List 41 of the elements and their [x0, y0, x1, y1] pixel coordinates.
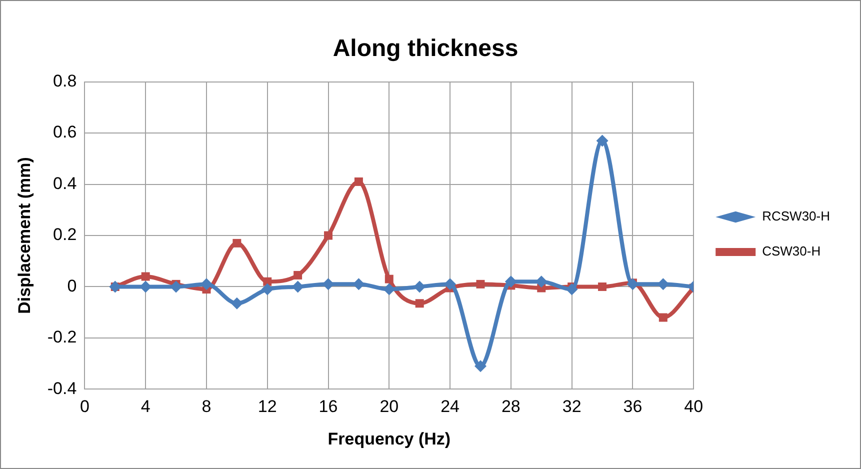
x-tick-label: 28 — [501, 397, 520, 416]
point — [596, 134, 608, 147]
y-tick-label: 0.4 — [53, 174, 77, 193]
y-tick-label: -0.2 — [47, 328, 77, 347]
x-axis-title: Frequency (Hz) — [328, 429, 451, 448]
point — [444, 278, 456, 290]
point — [141, 272, 150, 281]
x-tick-label: 24 — [440, 397, 460, 416]
x-tick-label: 12 — [258, 397, 277, 416]
x-tick-label: 32 — [562, 397, 582, 416]
x-tick-label: 16 — [318, 397, 338, 416]
y-tick-label: -0.4 — [47, 378, 77, 398]
y-tick-label: 0.8 — [53, 71, 77, 90]
y-tick-label: 0.2 — [53, 225, 77, 244]
legend-label: CSW30-H — [762, 244, 821, 259]
x-tick-label: 4 — [140, 397, 150, 416]
point — [658, 313, 668, 322]
x-tick-label: 0 — [80, 397, 90, 416]
point — [415, 299, 424, 308]
chart-title: Along thickness — [332, 35, 518, 62]
y-tick-label: 0.6 — [53, 122, 77, 142]
x-tick-label: 8 — [202, 397, 212, 416]
point — [414, 280, 426, 293]
x-tick-label: 36 — [623, 397, 642, 416]
y-axis-title: Displacement (mm) — [14, 157, 34, 314]
point — [294, 270, 302, 280]
point — [566, 283, 578, 296]
y-tick-label: 0 — [67, 276, 77, 296]
point — [476, 280, 485, 288]
point — [230, 297, 243, 310]
point — [324, 231, 332, 240]
legend-label: RCSW30-H — [762, 208, 830, 224]
x-tick-label: 20 — [380, 397, 399, 416]
x-tick-label: 40 — [684, 397, 704, 416]
point — [232, 238, 242, 248]
point — [504, 276, 517, 288]
point — [474, 360, 486, 372]
point — [354, 177, 363, 186]
point — [384, 274, 394, 284]
point — [261, 283, 274, 296]
point — [598, 282, 607, 291]
